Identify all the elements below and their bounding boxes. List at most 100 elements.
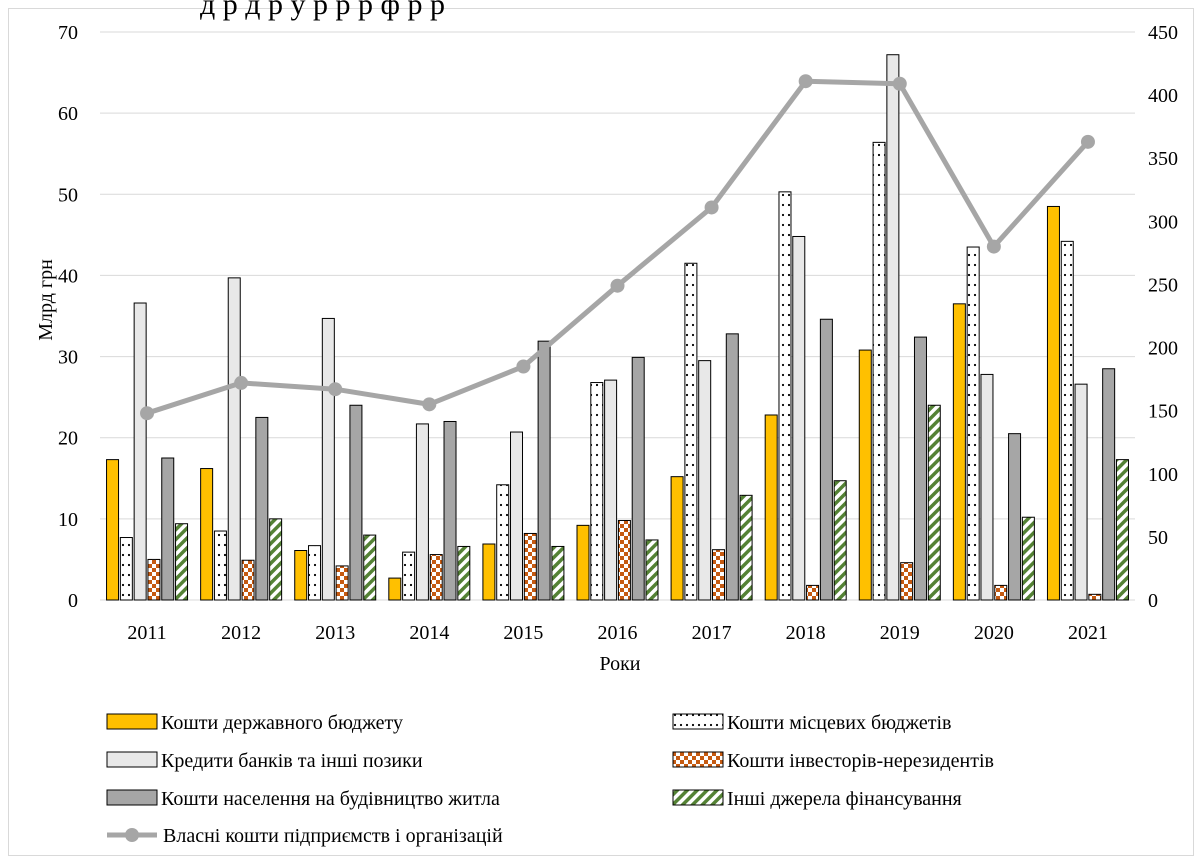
x-tick-label: 2015: [503, 622, 543, 644]
bar: [213, 530, 227, 601]
y2-axis-ticks: 0 50 100 150 200 250 300 350 400 450: [1148, 22, 1178, 612]
bar: [872, 141, 886, 601]
bar: [764, 414, 778, 601]
legend-label: Кредити банків та інші позики: [161, 750, 423, 772]
bar: [255, 416, 269, 601]
line-path: [146, 78, 1090, 416]
bar: [200, 468, 214, 601]
x-tick-label: 2017: [692, 622, 732, 644]
legend-label: Кошти державного бюджету: [161, 712, 403, 734]
bar: [415, 423, 429, 601]
bar: [321, 317, 335, 601]
y-tick-label: 60: [58, 103, 78, 125]
bar: [1021, 516, 1035, 601]
gridlines: [100, 31, 1135, 601]
bar: [684, 262, 698, 601]
legend-swatch: [106, 713, 158, 730]
line-point: [986, 239, 1001, 254]
legend-swatch: [106, 789, 158, 806]
bar: [119, 537, 133, 601]
y-tick-label: 20: [58, 428, 78, 450]
x-axis-ticks: 2011 2012 2013 2014 2015 2016 2017 2018 2019 2020…: [127, 622, 1108, 644]
bar: [927, 404, 941, 601]
bar: [349, 404, 363, 601]
bar: [1088, 593, 1102, 601]
bar: [806, 584, 820, 601]
bar: [363, 534, 377, 601]
x-tick-label: 2020: [974, 622, 1014, 644]
line-point: [610, 278, 625, 293]
bar: [617, 519, 631, 601]
legend-label: Кошти населення на будівництво житла: [161, 788, 500, 810]
y2-tick-label: 50: [1148, 527, 1168, 549]
bar: [388, 577, 402, 601]
bar: [1060, 240, 1074, 601]
legend: Кошти державного бюджету Кошти місцевих б…: [106, 712, 994, 847]
y-tick-label: 10: [58, 509, 78, 531]
bar: [227, 277, 241, 601]
x-tick-label: 2013: [315, 622, 355, 644]
x-axis-title: Роки: [599, 653, 640, 675]
bar: [551, 545, 565, 601]
bar: [858, 349, 872, 601]
bar: [269, 518, 283, 601]
bar: [994, 584, 1008, 601]
line-series: [140, 74, 1095, 421]
y2-tick-label: 150: [1148, 401, 1178, 423]
x-tick-label: 2014: [409, 622, 449, 644]
bar: [645, 539, 659, 601]
bar: [457, 545, 471, 601]
line-point: [892, 76, 907, 91]
bar: [670, 476, 684, 601]
chart-title-partial: д р д р у р р р ф р р: [200, 0, 445, 21]
x-tick-label: 2021: [1068, 622, 1108, 644]
bar: [537, 340, 551, 601]
line-point: [1080, 134, 1095, 149]
x-tick-label: 2018: [786, 622, 826, 644]
bar: [1008, 433, 1022, 601]
line-point: [140, 406, 155, 421]
y-tick-label: 30: [58, 347, 78, 369]
y-tick-label: 40: [58, 265, 78, 287]
bar: [402, 551, 416, 601]
legend-marker: [125, 828, 139, 842]
bar: [106, 459, 120, 601]
line-point: [704, 200, 719, 215]
y-tick-label: 0: [68, 590, 78, 612]
line-point: [798, 74, 813, 89]
bar: [1046, 205, 1060, 601]
legend-label: Інші джерела фінансування: [727, 788, 962, 810]
y2-tick-label: 450: [1148, 22, 1178, 44]
bar: [308, 545, 322, 601]
bar: [576, 524, 590, 601]
y2-tick-label: 400: [1148, 85, 1178, 107]
bars: [106, 54, 1129, 601]
bar: [496, 484, 510, 601]
bar: [833, 480, 847, 601]
legend-label: Власні кошти підприємств і організацій: [163, 825, 503, 847]
x-tick-label: 2016: [598, 622, 638, 644]
y2-tick-label: 250: [1148, 274, 1178, 296]
legend-swatch: [672, 713, 724, 730]
bar: [913, 336, 927, 601]
bar: [819, 318, 833, 601]
bar: [631, 356, 645, 601]
bar: [698, 360, 712, 601]
bar: [739, 494, 753, 601]
legend-swatch: [106, 751, 158, 768]
bar: [900, 562, 914, 601]
x-tick-label: 2011: [127, 622, 166, 644]
bar: [952, 303, 966, 601]
y-tick-label: 50: [58, 184, 78, 206]
line-point: [422, 397, 437, 412]
bar: [590, 382, 604, 601]
y2-tick-label: 0: [1148, 590, 1158, 612]
bar: [523, 532, 537, 601]
bar: [133, 302, 147, 601]
bar: [241, 559, 255, 601]
bar: [725, 333, 739, 601]
bar: [1102, 368, 1116, 601]
y-axis-title: Млрд грн: [35, 259, 57, 341]
bar: [886, 54, 900, 601]
